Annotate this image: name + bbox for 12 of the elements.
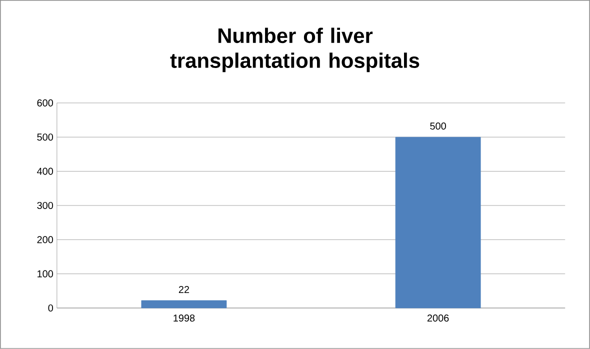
y-tick-label: 300 xyxy=(37,202,54,210)
y-tick-label: 600 xyxy=(37,99,54,106)
y-tick-label: 500 xyxy=(37,134,54,141)
data-label: 500 xyxy=(430,122,446,130)
y-tick-label: 100 xyxy=(38,270,54,278)
y-tick-label: 0 xyxy=(48,304,54,312)
y-tick-label: 200 xyxy=(37,236,54,244)
x-tick-label: 2006 xyxy=(427,314,449,322)
data-label: 22 xyxy=(178,286,190,293)
y-tick-label: 400 xyxy=(37,168,54,175)
chart-title: Number of liver transplantation hospitals xyxy=(170,28,420,72)
x-tick-label: 1998 xyxy=(174,314,195,322)
